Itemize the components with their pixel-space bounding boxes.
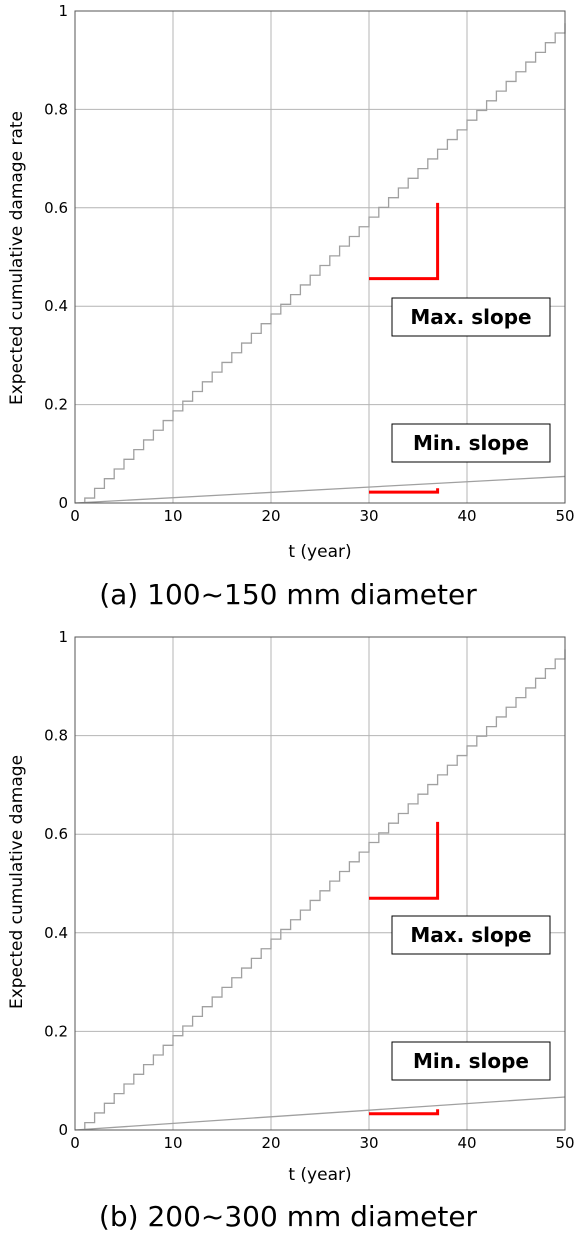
cumulative-damage-step-line (84, 23, 566, 503)
y-tick-label: 1 (58, 628, 68, 646)
x-tick-label: 30 (359, 1134, 378, 1152)
x-tick-label: 10 (163, 1134, 182, 1152)
x-tick-label: 20 (261, 507, 280, 525)
plot-frame-a (74, 10, 566, 504)
y-axis-label: Expected cumulative damage rate (7, 111, 27, 405)
y-tick-label: 0.2 (44, 1022, 68, 1040)
min-slope-label: Min. slope (413, 1049, 529, 1073)
x-axis-label: t (year) (288, 1165, 351, 1185)
x-tick-label: 50 (555, 507, 574, 525)
plot-frame-b (74, 636, 566, 1131)
series-b (74, 649, 566, 1131)
max-slope-marker (369, 202, 440, 281)
x-tick-label: 50 (555, 1134, 574, 1152)
x-axis-label: t (year) (288, 542, 351, 562)
y-axis-label: Expected cumulative damage (7, 755, 27, 1009)
annotations-b: Max. slope Min. slope (369, 821, 551, 1116)
x-tick-label: 40 (457, 1134, 476, 1152)
y-tick-label: 0.2 (44, 396, 68, 414)
x-tick-label: 30 (359, 507, 378, 525)
min-slope-line (74, 1096, 566, 1131)
panel-caption: (b) 200~300 mm diameter (99, 1200, 478, 1233)
max-slope-marker (369, 821, 440, 900)
max-slope-label: Max. slope (410, 305, 531, 329)
y-tick-label: 0.6 (44, 825, 68, 843)
min-slope-marker (369, 1109, 440, 1116)
tick-labels-a: 0 10 20 30 40 50 0 0.2 0.4 0.6 0.8 1 (44, 2, 574, 525)
min-slope-label: Min. slope (413, 431, 529, 455)
y-tick-label: 0 (58, 494, 68, 512)
tick-labels-b: 0 10 20 30 40 50 0 0.2 0.4 0.6 0.8 1 (44, 628, 574, 1152)
min-slope-box (391, 423, 551, 463)
x-tick-label: 20 (261, 1134, 280, 1152)
y-tick-label: 0.6 (44, 199, 68, 217)
cumulative-damage-step-line (84, 649, 566, 1130)
min-slope-box (391, 1041, 551, 1081)
max-slope-box (391, 915, 551, 955)
plot-border (74, 636, 566, 1131)
max-slope-box (391, 297, 551, 337)
x-tick-label: 10 (163, 507, 182, 525)
annotations-a: Max. slope Min. slope (369, 202, 551, 494)
y-tick-label: 0.4 (44, 297, 68, 315)
series-a (74, 23, 566, 504)
y-tick-label: 0 (58, 1121, 68, 1139)
y-tick-label: 0.8 (44, 100, 68, 118)
x-tick-label: 0 (70, 1134, 80, 1152)
min-slope-line (74, 475, 566, 504)
y-tick-label: 1 (58, 2, 68, 20)
panel-caption: (a) 100~150 mm diameter (99, 578, 477, 611)
x-tick-label: 40 (457, 507, 476, 525)
x-tick-label: 0 (70, 507, 80, 525)
plot-border (74, 10, 566, 504)
max-slope-label: Max. slope (410, 923, 531, 947)
y-tick-label: 0.8 (44, 727, 68, 745)
min-slope-marker (369, 488, 440, 494)
y-tick-label: 0.4 (44, 924, 68, 942)
